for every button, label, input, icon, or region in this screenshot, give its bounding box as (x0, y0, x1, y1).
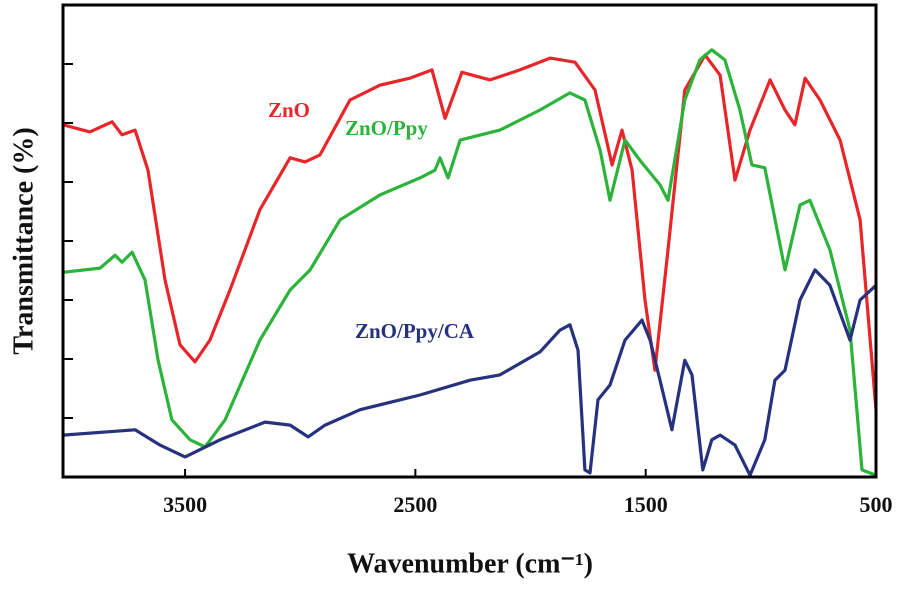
x-tick-label: 3500 (163, 492, 207, 517)
plot-frame (61, 3, 878, 479)
series-line (62, 53, 878, 410)
series-line (62, 48, 877, 477)
series-label: ZnO/Ppy (345, 116, 428, 140)
x-axis-label: Wavenumber (cm⁻¹) (347, 548, 593, 579)
x-tick-label: 1500 (624, 492, 668, 517)
y-axis-label: Transmittance (%) (8, 127, 39, 354)
x-tick-label: 2500 (393, 492, 437, 517)
x-tick-label: 500 (860, 492, 893, 517)
series-label: ZnO (268, 98, 310, 122)
series-line (62, 268, 878, 477)
series-label: ZnO/Ppy/CA (355, 319, 475, 343)
